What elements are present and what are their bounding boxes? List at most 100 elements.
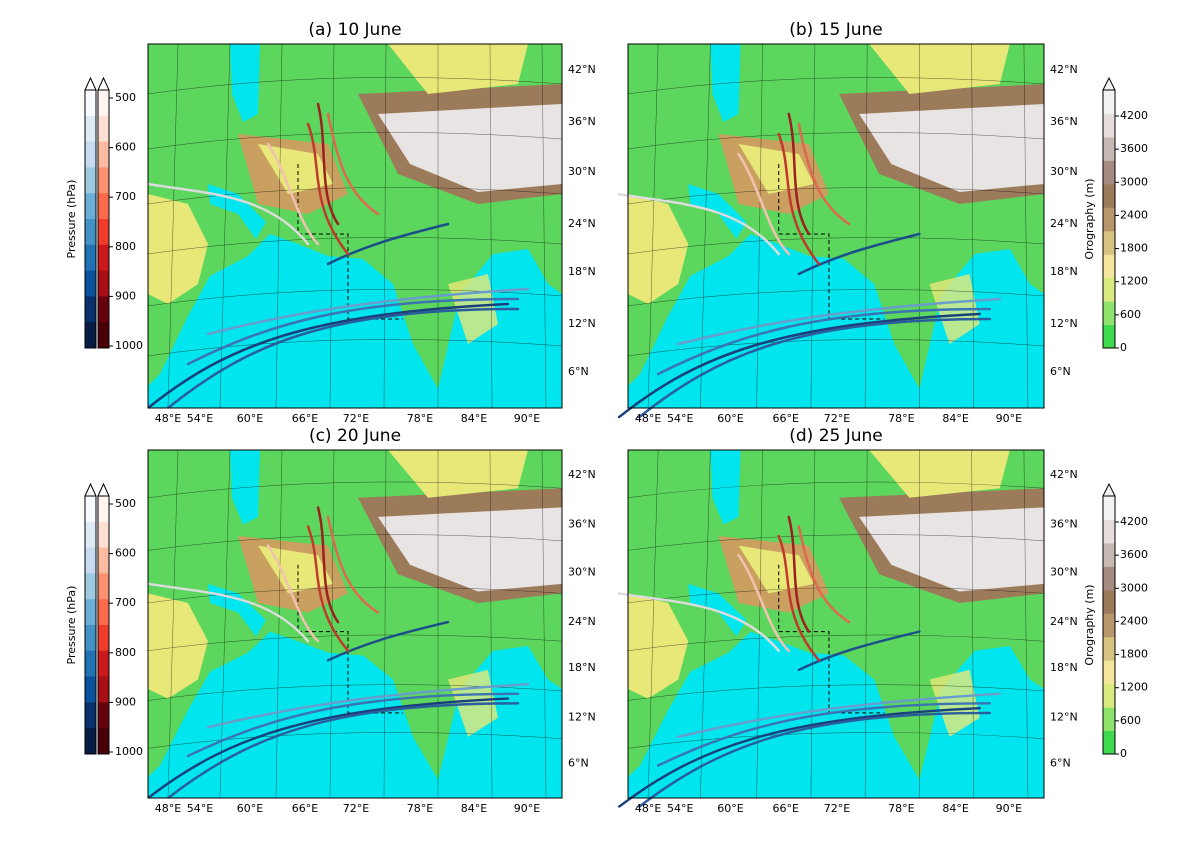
lon-label: 84°E: [461, 802, 487, 815]
colorbar-arrow: [97, 482, 110, 497]
lat-label: 6°N: [568, 757, 589, 770]
lat-label: 24°N: [1050, 615, 1078, 628]
colorbar-band: [98, 167, 109, 194]
colorbar-band: [85, 296, 96, 323]
colorbar-frame: [1102, 495, 1116, 755]
colorbar-tick-label: 1800: [1120, 648, 1148, 661]
lon-label: 54°E: [667, 412, 693, 425]
colorbar-band: [98, 702, 109, 729]
colorbar-band: [1103, 636, 1115, 661]
colorbar-band: [98, 496, 109, 523]
colorbar-frame: [1102, 89, 1116, 349]
colorbar-band: [1103, 613, 1115, 638]
lon-label: 90°E: [514, 802, 540, 815]
colorbar-arrow: [1102, 76, 1116, 91]
panel-title: (d) 25 June: [789, 426, 883, 446]
lon-label: 54°E: [187, 802, 213, 815]
colorbar-frame: [97, 89, 110, 349]
lat-label: 12°N: [568, 317, 596, 330]
lat-label: 6°N: [1050, 365, 1071, 378]
colorbar-tick-label: 3600: [1120, 142, 1148, 155]
colorbar-band: [98, 115, 109, 143]
colorbar-tick-label: 2400: [1120, 208, 1148, 221]
colorbar-tick-label: 600: [1120, 714, 1141, 727]
colorbar-band: [1103, 496, 1115, 520]
colorbar-band: [1103, 683, 1115, 708]
colorbar-band: [1103, 183, 1115, 208]
lon-label: 84°E: [942, 802, 968, 815]
colorbar-band: [98, 521, 109, 549]
colorbar-arrow: [84, 482, 97, 497]
lon-label: 72°E: [343, 802, 369, 815]
colorbar-band: [1103, 160, 1115, 185]
colorbar-band: [98, 599, 109, 626]
colorbar-band: [85, 547, 96, 574]
map-frame: [627, 449, 1045, 799]
lat-label: 12°N: [568, 711, 596, 724]
lon-label: 72°E: [824, 412, 850, 425]
lon-label: 66°E: [773, 412, 799, 425]
lat-label: 36°N: [1050, 518, 1078, 531]
colorbar-tick-label: 800: [115, 240, 136, 253]
colorbar-tick-label: 1200: [1120, 275, 1148, 288]
panel-title: (c) 20 June: [309, 426, 401, 446]
colorbar-tick-label: 600: [115, 547, 136, 560]
colorbar-label: Orography (m): [1083, 178, 1096, 259]
panel-title: (a) 10 June: [308, 20, 401, 40]
colorbar-frame: [97, 495, 110, 755]
colorbar-band: [98, 625, 109, 652]
colorbar-label: Pressure (hPa): [65, 586, 78, 665]
colorbar-band: [85, 193, 96, 220]
colorbar-band: [85, 141, 96, 168]
colorbar-tick-label: 3000: [1120, 175, 1148, 188]
colorbar-frame: [84, 495, 97, 755]
colorbar-tick-label: 3000: [1120, 581, 1148, 594]
lon-label: 54°E: [667, 802, 693, 815]
colorbar-band: [1103, 542, 1115, 567]
lat-label: 30°N: [568, 565, 596, 578]
colorbar-band: [85, 244, 96, 272]
lon-label: 78°E: [888, 802, 914, 815]
lon-label: 78°E: [888, 412, 914, 425]
colorbar-tick-label: 1000: [115, 745, 143, 758]
colorbar-tick-label: 3600: [1120, 548, 1148, 561]
lon-label: 48°E: [155, 802, 181, 815]
colorbar-band: [85, 270, 96, 297]
colorbar-band: [98, 676, 109, 703]
colorbar-band: [1103, 277, 1115, 302]
map-panel: [617, 44, 1045, 418]
lon-label: 60°E: [717, 412, 743, 425]
colorbar-band: [98, 244, 109, 272]
lat-label: 30°N: [568, 165, 596, 178]
lon-label: 90°E: [514, 412, 540, 425]
lat-label: 30°N: [1050, 165, 1078, 178]
colorbar-band: [85, 599, 96, 626]
colorbar-band: [1103, 230, 1115, 255]
colorbar-band: [1103, 324, 1115, 349]
lon-label: 60°E: [237, 802, 263, 815]
colorbar-band: [85, 676, 96, 703]
lat-label: 24°N: [1050, 217, 1078, 230]
colorbar-band: [85, 702, 96, 729]
lat-label: 12°N: [1050, 711, 1078, 724]
colorbar-tick-label: 900: [115, 289, 136, 302]
lon-label: 60°E: [237, 412, 263, 425]
colorbar-band: [1103, 707, 1115, 732]
colorbar-tick-label: 2400: [1120, 614, 1148, 627]
lat-label: 6°N: [1050, 757, 1071, 770]
colorbar-band: [98, 193, 109, 220]
lat-label: 36°N: [1050, 115, 1078, 128]
lat-label: 42°N: [1050, 468, 1078, 481]
lat-label: 24°N: [568, 615, 596, 628]
map-frame: [147, 449, 563, 799]
lon-label: 66°E: [292, 802, 318, 815]
colorbar-tick-label: 800: [115, 646, 136, 659]
colorbar-band: [98, 547, 109, 574]
colorbar-band: [85, 219, 96, 246]
colorbar-band: [85, 90, 96, 117]
lat-label: 18°N: [568, 265, 596, 278]
colorbar-band: [1103, 660, 1115, 685]
lon-label: 54°E: [187, 412, 213, 425]
map-frame: [147, 43, 563, 409]
